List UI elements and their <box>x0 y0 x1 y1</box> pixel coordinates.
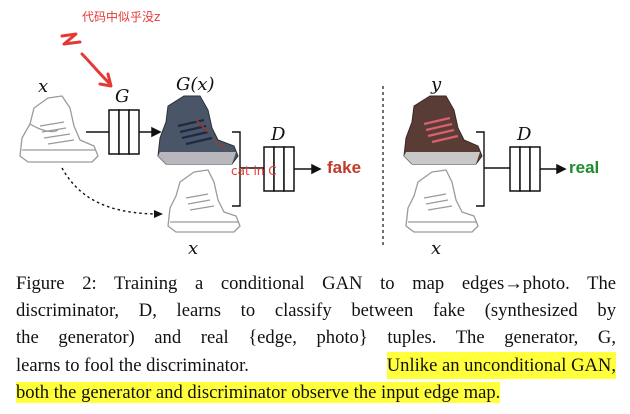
caption-line-3: the generator) and real {edge, photo} tu… <box>16 327 616 349</box>
dashed-copy-arrow <box>61 167 163 218</box>
generated-label: G(x) <box>176 74 215 95</box>
input-x-label: x <box>38 76 49 97</box>
input-edge-shoe-left <box>19 95 99 163</box>
input-edge-shoe-bottom-left <box>167 169 241 233</box>
caption-line-2: discriminator, D, learns to classify bet… <box>16 297 616 324</box>
target-y-label: y <box>431 74 442 95</box>
right-concat-bracket <box>476 131 510 207</box>
input-edge-shoe-bottom-right <box>405 169 479 233</box>
real-label: real <box>569 158 600 177</box>
discriminator-right-label: D <box>517 124 532 145</box>
fake-label: fake <box>327 158 362 177</box>
discriminator-right-arrow <box>540 163 567 175</box>
generated-photo-shoe <box>157 95 239 165</box>
discriminator-left-label: D <box>271 124 286 145</box>
caption-line-1: Figure 2: Training a conditional GAN to … <box>16 273 616 294</box>
cat-annotation: cat in C <box>231 164 277 178</box>
diagram-canvas <box>19 32 567 248</box>
caption-highlight-2: both the generator and discriminator obs… <box>16 381 501 403</box>
annotation-z-scribble <box>60 32 82 46</box>
discriminator-left-arrow <box>294 163 322 175</box>
caption-line-2-text: discriminator, D, learns to classify bet… <box>16 300 616 322</box>
annotation-arrow <box>80 52 113 88</box>
bottom-right-x-label: x <box>431 238 442 259</box>
generator-arrows <box>86 126 162 138</box>
annotation-note: 代码中似乎没z <box>82 10 161 24</box>
figure-caption: Figure 2: Training a conditional GAN to … <box>16 270 616 406</box>
caption-line-4: learns to fool the discriminator. Unlike… <box>16 351 616 379</box>
caption-highlight-1: Unlike an unconditional GAN, <box>386 351 616 379</box>
bottom-left-x-label: x <box>188 238 199 259</box>
generator-label: G <box>115 86 130 107</box>
left-concat-bracket <box>232 131 264 207</box>
caption-line-5: both the generator and discriminator obs… <box>16 379 616 406</box>
generator-block <box>108 109 140 155</box>
real-photo-shoe <box>403 95 483 165</box>
caption-line-4-plain: learns to fool the discriminator. <box>16 354 249 376</box>
discriminator-right-block <box>509 146 541 192</box>
